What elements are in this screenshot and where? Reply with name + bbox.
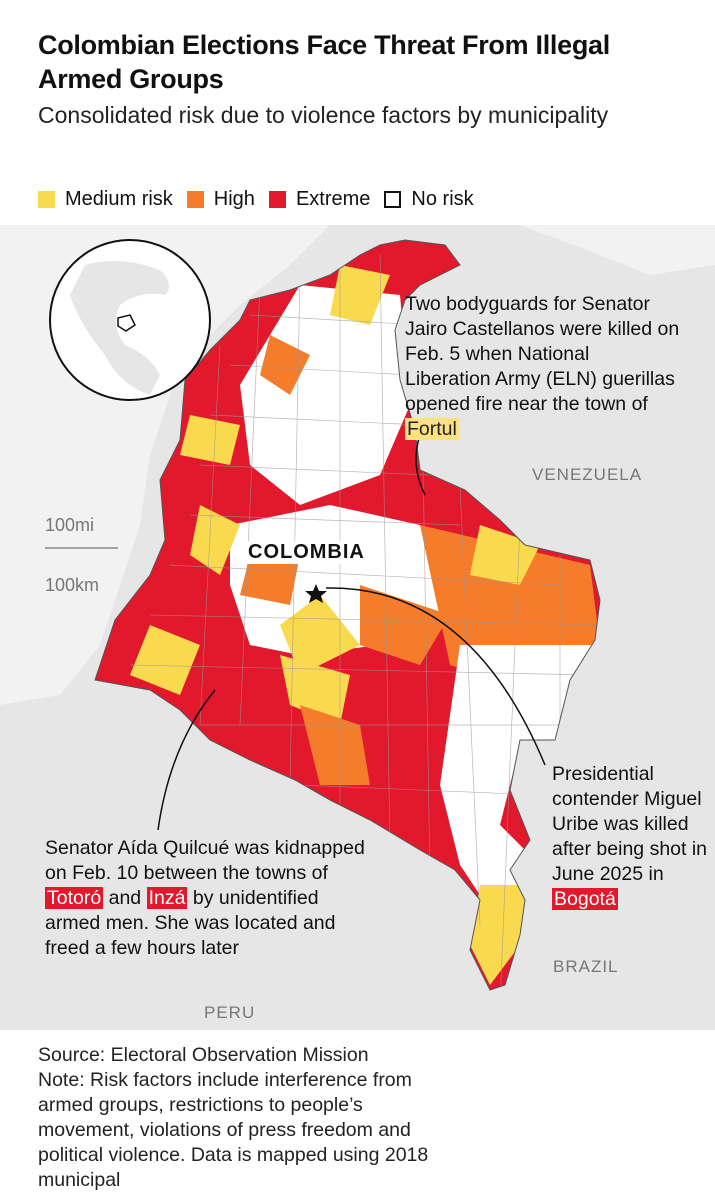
legend: Medium risk High Extreme No risk (38, 188, 474, 211)
legend-item: Extreme (268, 188, 371, 211)
footer: Source: Electoral Observation Mission No… (38, 1043, 448, 1193)
legend-label: No risk (411, 188, 474, 210)
annotation-text: Presidential contender Miguel Uribe was … (552, 763, 708, 885)
legend-swatch (384, 191, 402, 208)
legend-swatch (38, 191, 55, 208)
annotation: Presidential contender Miguel Uribe was … (552, 762, 712, 912)
annotation-text: by unidentified armed men. She was locat… (45, 887, 336, 959)
neighbor-label: PERU (204, 1003, 256, 1022)
legend-swatch (186, 191, 204, 208)
bogota-marker (305, 584, 327, 603)
annotation-text: Two bodyguards for Senator Jairo Castell… (405, 293, 680, 415)
legend-item: Medium risk (38, 188, 173, 211)
annotation-text: Senator Aída Quilcué was kidnapped on Fe… (45, 837, 365, 884)
source: Source: Electoral Observation Mission (38, 1044, 369, 1066)
annotation-text: and (103, 887, 147, 909)
inset-colombia (117, 314, 136, 332)
legend-item: No risk (384, 188, 474, 211)
subtitle: Consolidated risk due to violence factor… (38, 102, 609, 128)
legend-label: Medium risk (65, 188, 173, 210)
annotation: Senator Aída Quilcué was kidnapped on Fe… (45, 836, 365, 961)
map (0, 225, 715, 1030)
inset-land (70, 261, 169, 395)
highlight: Totoró (45, 887, 104, 909)
neighbor-label: VENEZUELA (532, 465, 643, 484)
country-label: COLOMBIA (243, 541, 370, 564)
highlight: Inzá (146, 887, 188, 909)
scale-label: 100mi (45, 515, 95, 535)
highlight: Bogotá (552, 888, 618, 910)
note: Note: Risk factors include interference … (38, 1069, 429, 1191)
annotation: Two bodyguards for Senator Jairo Castell… (405, 292, 680, 442)
highlight: Fortul (405, 418, 459, 440)
title: Colombian Elections Face Threat From Ill… (38, 30, 610, 94)
neighbor-label: BRAZIL (553, 957, 619, 976)
leaders (157, 434, 546, 831)
legend-item: High (186, 188, 255, 211)
sea (520, 225, 715, 275)
scale-label: 100km (45, 575, 100, 595)
legend-label: Extreme (295, 188, 371, 210)
legend-swatch (268, 191, 286, 208)
legend-label: High (213, 188, 255, 210)
